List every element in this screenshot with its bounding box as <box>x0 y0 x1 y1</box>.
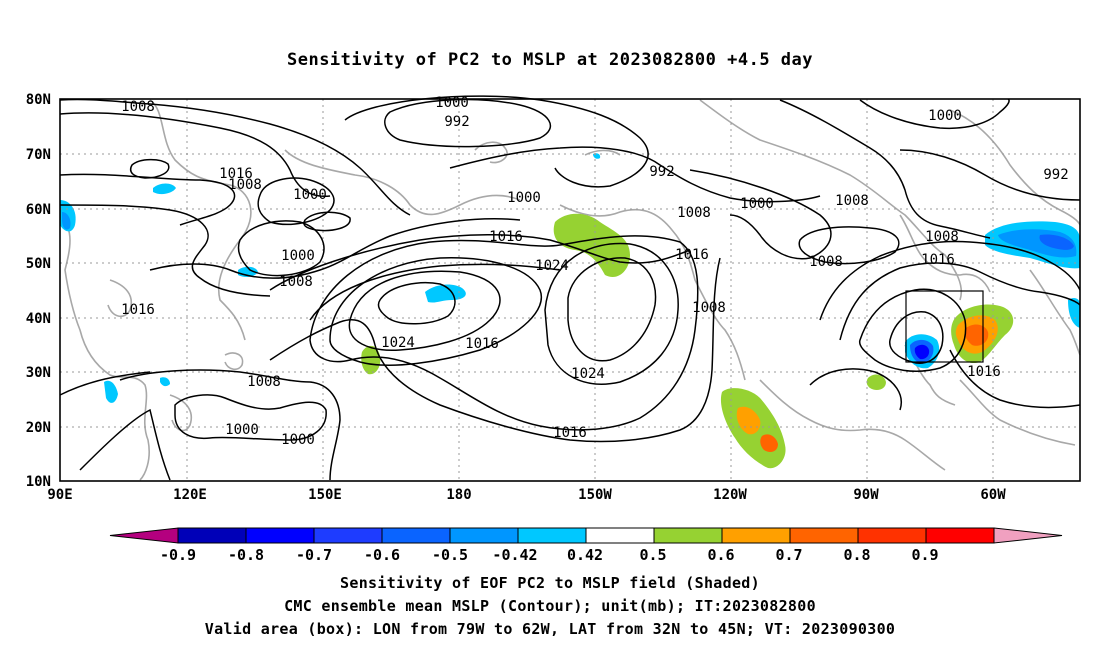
colorbar-label: 0.9 <box>911 546 938 564</box>
lon-label: 150W <box>578 487 612 503</box>
caption-line-3: Valid area (box): LON from 79W to 62W, L… <box>204 620 896 638</box>
colorbar-label: -0.6 <box>364 546 400 564</box>
contour-label: 1008 <box>809 254 843 270</box>
contour-label: 1000 <box>928 108 962 124</box>
sensitivity-shading <box>60 153 1080 469</box>
lat-label: 30N <box>26 365 51 381</box>
contour-label: 1016 <box>553 425 587 441</box>
coastlines <box>59 99 1081 481</box>
colorbar-swatch <box>313 527 383 544</box>
lat-label: 10N <box>26 474 51 490</box>
colorbar-swatch <box>585 527 655 544</box>
contour-label: 1016 <box>465 336 499 352</box>
contour-label: 992 <box>444 114 469 130</box>
contour-label: 1008 <box>925 229 959 245</box>
colorbar-label: -0.5 <box>432 546 468 564</box>
mslp-contours <box>59 95 1081 481</box>
colorbar-label: -0.42 <box>492 546 537 564</box>
colorbar-label: -0.7 <box>296 546 332 564</box>
contour-labels: 1008 1000 992 992 1000 992 1016 1008 100… <box>121 95 1069 448</box>
contour-label: 1008 <box>835 193 869 209</box>
colorbar-swatch <box>857 527 927 544</box>
lat-label: 20N <box>26 420 51 436</box>
contour-label: 1008 <box>279 274 313 290</box>
lon-label: 120W <box>713 487 747 503</box>
lon-label: 90E <box>47 487 72 503</box>
colorbar: -0.9 -0.8 -0.7 -0.6 -0.5 -0.42 0.42 0.5 … <box>109 527 1063 564</box>
contour-label: 1000 <box>507 190 541 206</box>
lon-label: 180 <box>446 487 471 503</box>
colorbar-label: 0.6 <box>707 546 734 564</box>
contour-label: 1016 <box>675 247 709 263</box>
lat-label: 40N <box>26 311 51 327</box>
colorbar-label: 0.8 <box>843 546 870 564</box>
lat-label: 50N <box>26 256 51 272</box>
caption-line-1: Sensitivity of EOF PC2 to MSLP field (Sh… <box>340 574 760 592</box>
contour-label: 1016 <box>489 229 523 245</box>
contour-label: 1024 <box>381 335 415 351</box>
lat-label: 60N <box>26 202 51 218</box>
colorbar-over-triangle <box>993 527 1063 544</box>
contour-label: 1000 <box>281 432 315 448</box>
colorbar-swatch <box>245 527 315 544</box>
colorbar-label: -0.8 <box>228 546 264 564</box>
colorbar-swatch <box>381 527 451 544</box>
contour-label: 1024 <box>535 258 569 274</box>
colorbar-swatch <box>449 527 519 544</box>
colorbar-swatch <box>925 527 995 544</box>
valid-area-box <box>905 290 984 363</box>
contour-label: 1000 <box>293 187 327 203</box>
contour-label: 1000 <box>740 196 774 212</box>
colorbar-swatch <box>517 527 587 544</box>
colorbar-under-triangle <box>109 527 179 544</box>
contour-label: 1024 <box>571 366 605 382</box>
contour-label: 992 <box>649 164 674 180</box>
lon-label: 150E <box>308 487 342 503</box>
contour-label: 1008 <box>692 300 726 316</box>
colorbar-label: 0.42 <box>567 546 603 564</box>
caption-line-2: CMC ensemble mean MSLP (Contour); unit(m… <box>284 597 816 615</box>
contour-label: 1008 <box>247 374 281 390</box>
contour-label: 1000 <box>281 248 315 264</box>
contour-label: 1016 <box>219 166 253 182</box>
lon-label: 120E <box>173 487 207 503</box>
contour-label: 1008 <box>228 177 262 193</box>
contour-label: 1000 <box>225 422 259 438</box>
colorbar-swatch <box>177 527 247 544</box>
contour-label: 1000 <box>435 95 469 111</box>
longitude-labels: 90E 120E 150E 180 150W 120W 90W 60W <box>47 487 1006 503</box>
contour-label: 1016 <box>921 252 955 268</box>
contour-label: 1016 <box>121 302 155 318</box>
lon-label: 90W <box>853 487 879 503</box>
lon-label: 60W <box>980 487 1006 503</box>
lat-lon-grid <box>60 99 1080 481</box>
contour-label: 992 <box>1043 167 1068 183</box>
colorbar-label: 0.7 <box>775 546 802 564</box>
colorbar-label: 0.5 <box>639 546 666 564</box>
contour-label: 1016 <box>967 364 1001 380</box>
latitude-labels: 80N 70N 60N 50N 40N 30N 20N 10N <box>26 92 51 490</box>
lat-label: 80N <box>26 92 51 108</box>
colorbar-swatch <box>653 527 723 544</box>
colorbar-swatch <box>789 527 859 544</box>
colorbar-label: -0.9 <box>160 546 196 564</box>
lat-label: 70N <box>26 147 51 163</box>
contour-label: 1008 <box>121 99 155 115</box>
colorbar-swatch <box>721 527 791 544</box>
contour-label: 1008 <box>677 205 711 221</box>
map-frame <box>59 98 1081 482</box>
map-title: Sensitivity of PC2 to MSLP at 2023082800… <box>286 50 813 70</box>
